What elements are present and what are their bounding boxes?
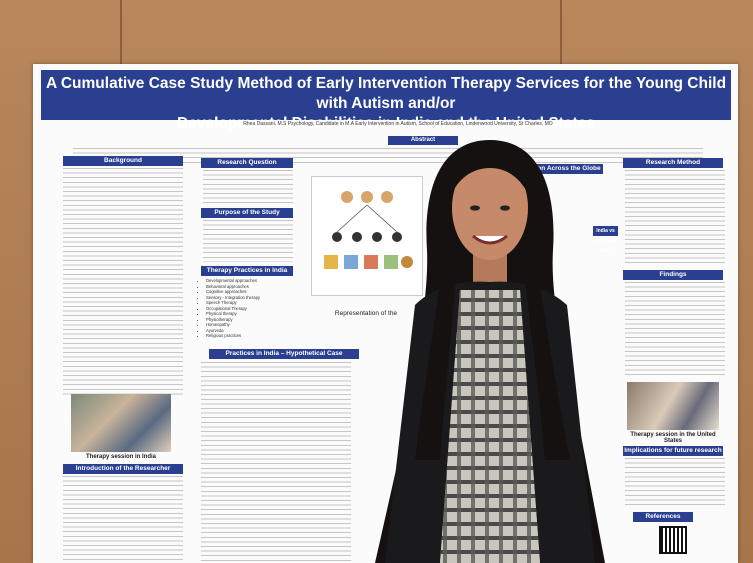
section-research-method: Research Method (623, 158, 723, 168)
caption-therapy-india: Therapy session in India (85, 454, 157, 460)
implications-text (625, 458, 725, 508)
list-item: Religious practices (206, 333, 302, 339)
section-references: References (633, 512, 693, 522)
section-therapy-practices: Therapy Practices in India (201, 266, 293, 276)
list-item: Homeopathy (206, 322, 302, 328)
section-abstract: Abstract (388, 136, 458, 145)
poster-author: Rhea Dassani, M.S Psychology, Candidate … (243, 121, 553, 127)
representation-caption: Representation of the (334, 310, 398, 317)
practices-case-text (201, 362, 351, 562)
poster-title: A Cumulative Case Study Method of Early … (41, 70, 731, 132)
therapy-practices-list: Developmental approaches Behavioral appr… (199, 278, 302, 339)
list-item: Occupational Therapy (206, 306, 302, 312)
section-findings: Findings (623, 270, 723, 280)
background-text (63, 168, 183, 396)
section-background: Background (63, 156, 183, 166)
section-purpose: Purpose of the Study (201, 208, 293, 218)
section-early-intervention: Early Intervention Across the Globe (488, 164, 603, 174)
diagram-graphic (324, 191, 413, 269)
photo-therapy-india (71, 394, 171, 452)
section-india-us: India vs the United States (593, 226, 618, 254)
caption-therapy-us: Therapy session in the United States (630, 432, 716, 444)
list-item: Physiotherapy (206, 317, 302, 323)
list-item: Developmental approaches (206, 278, 302, 284)
section-practices-case: Practices in India – Hypothetical Case (209, 349, 359, 359)
research-question-text (203, 170, 293, 206)
wall-seam (560, 0, 562, 70)
section-implications: Implications for future research (623, 446, 723, 456)
india-us-diagram (311, 176, 423, 296)
photo-therapy-us (627, 382, 719, 430)
research-poster: A Cumulative Case Study Method of Early … (33, 64, 738, 563)
intro-researcher-text (63, 476, 183, 563)
list-item: Physical therapy (206, 311, 302, 317)
list-item: Sensory - Integration therapy (206, 295, 302, 301)
purpose-text (203, 220, 293, 262)
poster-title-line-1: A Cumulative Case Study Method of Early … (45, 75, 727, 112)
list-item: Cognitive approaches (206, 289, 302, 295)
section-research-question: Research Question (201, 158, 293, 168)
wall-seam (120, 0, 122, 70)
list-item: Behavioral approaches (206, 284, 302, 290)
qr-code (659, 526, 687, 554)
findings-text (625, 282, 725, 378)
person (375, 140, 605, 563)
poster-title-line-2: Developmental Disabilities in India and … (177, 115, 595, 132)
section-intro-researcher: Introduction of the Researcher (63, 464, 183, 474)
research-method-text (625, 170, 725, 266)
list-item: Speech Therapy (206, 300, 302, 306)
list-item: Ayurveda (206, 328, 302, 334)
